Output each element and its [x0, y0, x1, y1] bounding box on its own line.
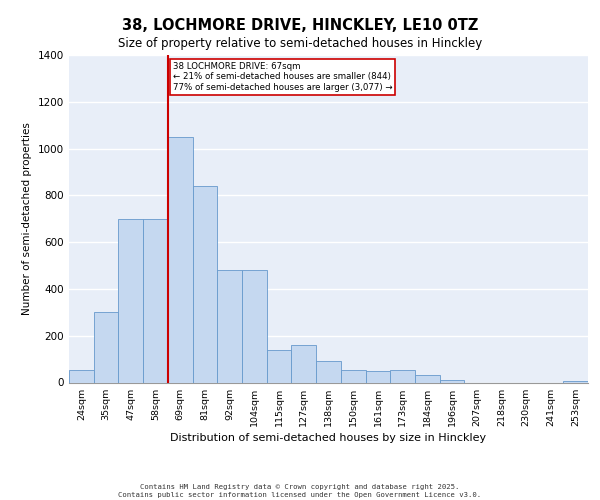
Bar	[365, 371, 390, 382]
Bar	[267, 350, 292, 382]
X-axis label: Distribution of semi-detached houses by size in Hinckley: Distribution of semi-detached houses by …	[170, 432, 487, 442]
Bar	[217, 270, 242, 382]
Bar	[390, 370, 415, 382]
Bar	[316, 362, 341, 382]
Bar	[292, 345, 316, 383]
Bar	[143, 219, 168, 382]
Text: 38 LOCHMORE DRIVE: 67sqm
← 21% of semi-detached houses are smaller (844)
77% of : 38 LOCHMORE DRIVE: 67sqm ← 21% of semi-d…	[173, 62, 392, 92]
Bar	[94, 312, 118, 382]
Bar	[69, 370, 94, 382]
Bar	[193, 186, 217, 382]
Bar	[440, 380, 464, 382]
Text: Size of property relative to semi-detached houses in Hinckley: Size of property relative to semi-detach…	[118, 38, 482, 51]
Bar	[415, 376, 440, 382]
Bar	[341, 370, 365, 382]
Y-axis label: Number of semi-detached properties: Number of semi-detached properties	[22, 122, 32, 315]
Bar	[242, 270, 267, 382]
Bar	[168, 137, 193, 382]
Bar	[118, 219, 143, 382]
Text: Contains HM Land Registry data © Crown copyright and database right 2025.
Contai: Contains HM Land Registry data © Crown c…	[118, 484, 482, 498]
Text: 38, LOCHMORE DRIVE, HINCKLEY, LE10 0TZ: 38, LOCHMORE DRIVE, HINCKLEY, LE10 0TZ	[122, 18, 478, 32]
